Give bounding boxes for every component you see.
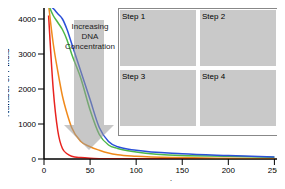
svg-text:50: 50 <box>86 166 95 175</box>
svg-text:100: 100 <box>129 166 143 175</box>
html-text:Step 2: Step 2 <box>202 12 226 21</box>
svg-text:2000: 2000 <box>18 85 36 94</box>
html-text:Increasing DNA Concentration: Increasing DNA Concentration <box>65 22 115 51</box>
svg-text:0: 0 <box>32 155 37 164</box>
svg-text:250: 250 <box>268 166 277 175</box>
svg-text:Saturation: Saturation <box>141 179 182 181</box>
html-text:Step 4: Step 4 <box>202 72 226 81</box>
svg-text:Number of Pixels: Number of Pixels <box>8 48 11 117</box>
svg-text:0: 0 <box>42 166 47 175</box>
svg-text:1000: 1000 <box>18 120 36 129</box>
svg-text:200: 200 <box>222 166 236 175</box>
svg-text:3000: 3000 <box>18 50 36 59</box>
html-text:Step 3: Step 3 <box>122 72 146 81</box>
html-text:Step 1: Step 1 <box>122 12 146 21</box>
svg-text:150: 150 <box>176 166 190 175</box>
svg-text:4000: 4000 <box>18 15 36 24</box>
